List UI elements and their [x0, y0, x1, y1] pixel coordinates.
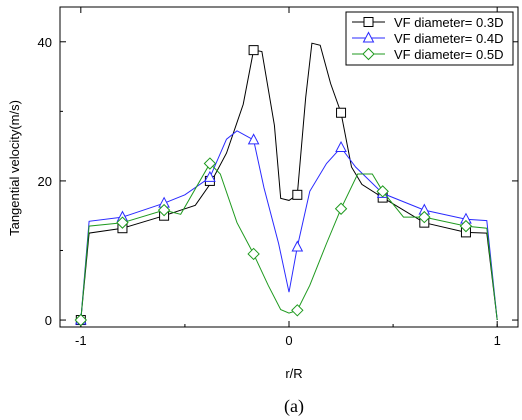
data-point	[157, 203, 171, 217]
data-point	[74, 313, 88, 327]
data-point	[204, 170, 216, 182]
legend-label: VF diameter= 0.5D	[394, 47, 503, 62]
data-point	[203, 157, 217, 170]
legend-label: VF diameter= 0.3D	[394, 15, 503, 30]
data-point	[459, 219, 473, 233]
data-point	[334, 202, 348, 215]
y-axis-label: Tangential velocity(m/s)	[7, 100, 22, 236]
data-point	[376, 185, 389, 198]
legend-marker	[362, 31, 375, 43]
legend-label: VF diameter= 0.4D	[394, 31, 503, 46]
y-tick-label: 20	[38, 174, 52, 189]
series-layer	[74, 42, 498, 327]
legend-marker	[362, 47, 375, 61]
data-point	[247, 133, 260, 145]
y-tick-label: 0	[45, 313, 52, 328]
x-tick-label: 1	[494, 333, 501, 348]
data-point	[247, 247, 260, 261]
y-tick-label: 40	[38, 35, 52, 50]
data-point	[291, 240, 304, 252]
x-tick-label: -1	[75, 333, 87, 348]
figure-caption: (a)	[284, 396, 304, 417]
series-line	[80, 130, 498, 321]
legend-marker	[363, 17, 374, 27]
data-point	[291, 304, 304, 317]
data-point	[418, 210, 431, 224]
data-point	[336, 107, 347, 118]
data-point	[248, 45, 259, 56]
data-point	[292, 189, 303, 200]
data-point	[335, 140, 347, 153]
x-tick-label: 0	[285, 333, 292, 348]
series-3	[74, 157, 498, 327]
data-point	[116, 216, 129, 229]
x-axis-label: r/R	[285, 366, 302, 381]
